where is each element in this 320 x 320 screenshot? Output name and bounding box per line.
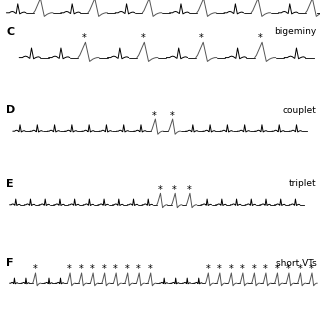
Text: *: * (172, 185, 177, 195)
Text: *: * (309, 264, 314, 274)
Text: *: * (263, 264, 268, 274)
Text: *: * (125, 264, 129, 274)
Text: *: * (152, 111, 157, 121)
Text: F: F (6, 258, 14, 268)
Text: *: * (217, 264, 221, 274)
Text: *: * (79, 264, 83, 274)
Text: D: D (6, 105, 16, 116)
Text: *: * (275, 264, 279, 274)
Text: *: * (81, 33, 86, 43)
Text: *: * (136, 264, 141, 274)
Text: *: * (298, 264, 302, 274)
Text: C: C (6, 27, 14, 37)
Text: *: * (258, 33, 263, 43)
Text: *: * (199, 33, 204, 43)
Text: *: * (140, 33, 145, 43)
Text: E: E (6, 179, 14, 189)
Text: *: * (286, 264, 291, 274)
Text: *: * (148, 264, 152, 274)
Text: *: * (67, 264, 72, 274)
Text: *: * (252, 264, 256, 274)
Text: short VTs: short VTs (276, 259, 317, 268)
Text: couplet: couplet (283, 106, 317, 115)
Text: *: * (205, 264, 210, 274)
Text: *: * (33, 264, 37, 274)
Text: *: * (228, 264, 233, 274)
Text: triplet: triplet (289, 180, 317, 188)
Text: *: * (102, 264, 106, 274)
Text: *: * (240, 264, 244, 274)
Text: bigeminy: bigeminy (275, 28, 317, 36)
Text: *: * (187, 185, 191, 195)
Text: *: * (90, 264, 95, 274)
Text: *: * (157, 185, 162, 195)
Text: *: * (169, 111, 174, 121)
Text: *: * (113, 264, 118, 274)
